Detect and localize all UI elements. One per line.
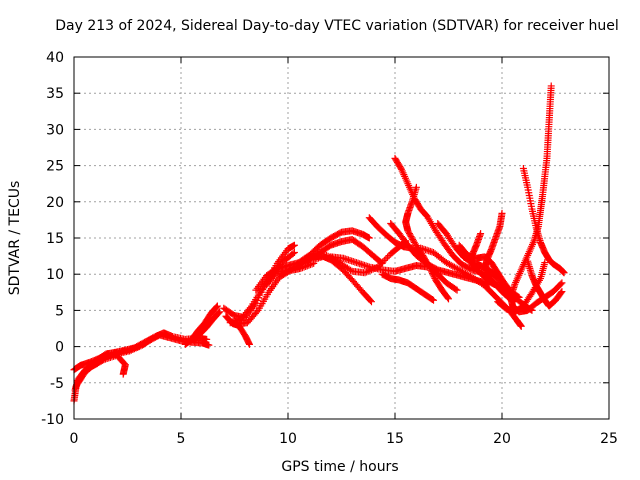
- y-tick-label: 35: [46, 86, 64, 102]
- data-point: [129, 345, 137, 353]
- data-point: [367, 298, 375, 306]
- data-point: [213, 303, 221, 311]
- data-point: [558, 288, 566, 296]
- data-point: [515, 293, 523, 301]
- data-point: [127, 346, 135, 354]
- data-point: [428, 269, 436, 277]
- series-arc-15: [327, 253, 431, 275]
- data-point: [361, 269, 369, 277]
- data-point: [213, 302, 221, 310]
- data-point: [205, 341, 213, 349]
- data-point: [363, 268, 371, 276]
- data-point: [347, 266, 355, 274]
- data-point: [130, 345, 138, 353]
- data-point: [430, 273, 438, 281]
- data-point: [557, 280, 565, 288]
- data-point: [253, 308, 261, 316]
- series-arc-6: [190, 308, 224, 344]
- data-point: [246, 304, 254, 312]
- data-point: [382, 255, 390, 263]
- data-point: [428, 296, 436, 304]
- y-tick-label: 5: [55, 303, 64, 319]
- data-point: [444, 294, 452, 302]
- data-point: [366, 297, 374, 305]
- y-tick-label: 10: [46, 267, 64, 283]
- x-tick-label: 5: [177, 431, 186, 447]
- y-axis-label: SDTVAR / TECUs: [7, 181, 23, 296]
- data-point: [430, 296, 438, 304]
- data-point: [216, 308, 224, 316]
- data-point: [119, 370, 127, 378]
- data-point: [557, 289, 565, 297]
- data-point: [380, 256, 388, 264]
- series-arc-29: [494, 259, 549, 316]
- data-point: [146, 336, 154, 344]
- data-point: [453, 286, 461, 294]
- data-point: [365, 234, 373, 242]
- y-tick-label: 25: [46, 159, 64, 175]
- data-point: [135, 343, 143, 351]
- data-point: [379, 258, 387, 266]
- tick-labels: 0 5 10 15 20 25 -10 -5 0 5 10 15 20 25 30 35 40: [41, 50, 618, 447]
- data-point: [290, 241, 298, 249]
- data-point: [384, 253, 392, 261]
- series-arc-20: [378, 270, 438, 304]
- x-axis-label: GPS time / hours: [281, 459, 398, 475]
- data-point: [203, 335, 211, 343]
- y-tick-label: 30: [46, 122, 64, 138]
- data-point: [147, 335, 155, 343]
- plot-frame: [73, 56, 610, 420]
- y-tick-label: -5: [50, 376, 64, 392]
- data-point: [445, 295, 452, 303]
- data-point: [517, 322, 525, 330]
- x-tick-label: 0: [70, 431, 79, 447]
- series-arc-28: [524, 257, 566, 310]
- data-point: [134, 343, 142, 351]
- y-tick-label: 40: [46, 50, 64, 66]
- x-tick-label: 25: [600, 431, 618, 447]
- y-tick-label: 0: [55, 340, 64, 356]
- data-point: [560, 269, 568, 277]
- data-point: [308, 260, 316, 268]
- data-point: [541, 259, 549, 267]
- data-point: [215, 309, 223, 317]
- x-tick-label: 20: [493, 431, 511, 447]
- x-tick-label: 15: [386, 431, 404, 447]
- chart-title: Day 213 of 2024, Sidereal Day-to-day VTE…: [55, 18, 618, 34]
- x-tick-label: 10: [279, 431, 297, 447]
- series-arc-4: [74, 335, 155, 387]
- data-point: [289, 250, 297, 258]
- data-point: [452, 285, 460, 293]
- series-arc-18: [402, 183, 452, 303]
- data-point: [245, 340, 253, 348]
- y-tick-label: -10: [41, 412, 64, 428]
- y-tick-label: 20: [46, 195, 64, 211]
- data-point: [132, 344, 140, 352]
- data-point: [429, 271, 437, 279]
- data-points: [70, 82, 568, 405]
- data-point: [397, 164, 405, 172]
- data-point: [558, 279, 566, 287]
- data-point: [126, 347, 134, 355]
- series-arc-14: [310, 237, 410, 277]
- series-arc-27: [507, 82, 566, 316]
- data-point: [290, 248, 298, 256]
- data-point: [514, 293, 522, 301]
- series-arc-25: [481, 209, 519, 306]
- y-tick-label: 15: [46, 231, 64, 247]
